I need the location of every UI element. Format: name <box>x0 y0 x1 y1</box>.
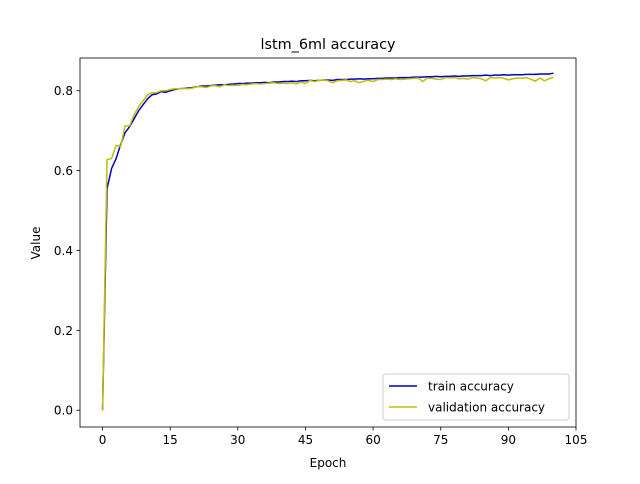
x-tick-label: 105 <box>565 433 588 447</box>
y-tick-label: 0.2 <box>54 324 73 338</box>
x-tick-label: 75 <box>433 433 448 447</box>
axis-ticks: 0 15 30 45 60 75 90 105 0.0 0.2 0.4 0.6 0.8 <box>54 84 588 447</box>
legend: train accuracy validation accuracy <box>382 373 570 421</box>
y-tick-label: 0.4 <box>54 244 73 258</box>
x-tick-label: 90 <box>501 433 516 447</box>
x-tick-label: 15 <box>163 433 178 447</box>
legend-label-train: train accuracy <box>428 380 514 394</box>
x-tick-label: 45 <box>298 433 313 447</box>
x-tick-label: 60 <box>365 433 380 447</box>
y-tick-label: 0.6 <box>54 164 73 178</box>
x-tick-label: 0 <box>99 433 107 447</box>
validation-accuracy-line <box>101 76 554 411</box>
x-axis-label: Epoch <box>310 456 347 470</box>
chart-title: lstm_6ml accuracy <box>260 37 396 53</box>
x-tick-label: 30 <box>230 433 245 447</box>
plot-area-frame <box>79 57 577 428</box>
series-lines <box>101 72 554 411</box>
y-tick-label: 0.8 <box>54 84 73 98</box>
y-tick-label: 0.0 <box>54 404 73 418</box>
y-axis-label: Value <box>29 227 43 260</box>
legend-box <box>382 373 570 421</box>
legend-label-validation: validation accuracy <box>428 401 545 415</box>
